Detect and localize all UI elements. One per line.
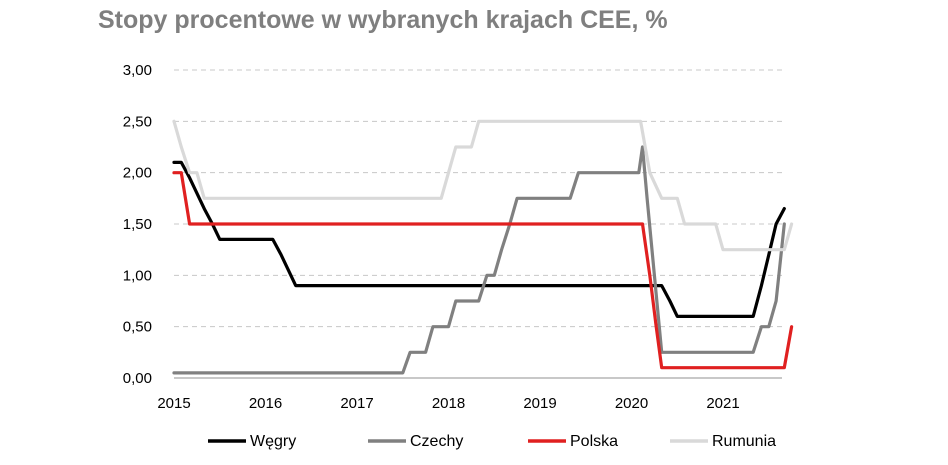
series-line-1 [172, 160, 786, 318]
series-line-3 [172, 171, 794, 370]
legend-label: Czechy [410, 433, 463, 450]
x-tick-label: 2017 [340, 395, 373, 412]
x-tick-label: 2021 [706, 395, 739, 412]
y-tick-label: 1,00 [123, 267, 152, 284]
y-tick-label: 2,50 [123, 113, 152, 130]
x-tick-label: 2018 [432, 395, 465, 412]
y-tick-label: 2,00 [123, 165, 152, 182]
legend-label: Węgry [250, 433, 296, 450]
y-tick-label: 3,00 [123, 62, 152, 79]
x-tick-label: 2016 [249, 395, 282, 412]
legend-label: Rumunia [712, 433, 776, 450]
y-tick-label: 0,00 [123, 370, 152, 387]
x-tick-label: 2020 [615, 395, 648, 412]
x-tick-label: 2019 [523, 395, 556, 412]
series-line-2 [172, 145, 786, 375]
series-line-4 [172, 119, 794, 252]
legend-label: Polska [570, 433, 618, 450]
series-lines [172, 119, 794, 375]
axes: 0,00 0,50 1,00 1,50 2,00 2,50 3,00 2015 2016 2017… [123, 62, 782, 412]
y-tick-label: 0,50 [123, 319, 152, 336]
legend: Węgry Czechy Polska Rumunia [208, 433, 776, 450]
chart-title: Stopy procentowe w wybranych krajach CEE… [98, 6, 668, 34]
y-tick-label: 1,50 [123, 216, 152, 233]
x-tick-label: 2015 [157, 395, 190, 412]
